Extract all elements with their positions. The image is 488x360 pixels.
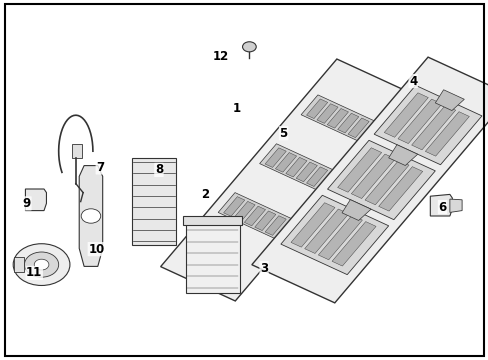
Text: 11: 11 bbox=[26, 266, 42, 279]
Text: 2: 2 bbox=[201, 188, 209, 201]
Text: 5: 5 bbox=[279, 127, 287, 140]
Polygon shape bbox=[331, 222, 375, 266]
Polygon shape bbox=[384, 93, 427, 137]
Text: 3: 3 bbox=[260, 262, 267, 275]
Polygon shape bbox=[429, 194, 451, 216]
Polygon shape bbox=[79, 166, 102, 266]
Text: 1: 1 bbox=[233, 102, 241, 114]
Polygon shape bbox=[411, 105, 455, 150]
Polygon shape bbox=[347, 118, 368, 138]
Polygon shape bbox=[161, 59, 410, 301]
Text: 10: 10 bbox=[88, 243, 104, 256]
Polygon shape bbox=[264, 216, 285, 235]
Polygon shape bbox=[244, 206, 265, 226]
Polygon shape bbox=[341, 200, 370, 220]
Polygon shape bbox=[306, 99, 327, 118]
Polygon shape bbox=[14, 257, 24, 272]
Polygon shape bbox=[318, 215, 362, 260]
Polygon shape bbox=[259, 144, 334, 190]
Text: 6: 6 bbox=[438, 201, 446, 213]
Polygon shape bbox=[301, 95, 375, 141]
Polygon shape bbox=[296, 162, 317, 182]
Polygon shape bbox=[326, 108, 348, 128]
Polygon shape bbox=[285, 157, 306, 177]
Polygon shape bbox=[183, 216, 242, 225]
Polygon shape bbox=[337, 148, 381, 192]
Polygon shape bbox=[132, 158, 176, 245]
Polygon shape bbox=[304, 209, 348, 253]
Text: 4: 4 bbox=[408, 75, 416, 87]
Text: 7: 7 bbox=[96, 161, 104, 174]
Polygon shape bbox=[378, 167, 422, 211]
Polygon shape bbox=[337, 113, 358, 133]
Circle shape bbox=[81, 209, 101, 223]
Polygon shape bbox=[72, 144, 82, 158]
Polygon shape bbox=[218, 193, 292, 239]
Polygon shape bbox=[223, 197, 244, 216]
Circle shape bbox=[242, 42, 256, 52]
Polygon shape bbox=[327, 140, 434, 220]
Polygon shape bbox=[233, 201, 255, 221]
Polygon shape bbox=[425, 112, 468, 156]
Circle shape bbox=[13, 244, 70, 285]
Polygon shape bbox=[275, 153, 296, 172]
Polygon shape bbox=[251, 57, 488, 303]
Polygon shape bbox=[280, 195, 388, 275]
Polygon shape bbox=[254, 211, 275, 230]
Polygon shape bbox=[434, 90, 464, 111]
Circle shape bbox=[24, 252, 59, 277]
Text: 8: 8 bbox=[155, 163, 163, 176]
Polygon shape bbox=[25, 189, 46, 211]
Text: 12: 12 bbox=[212, 50, 229, 63]
Polygon shape bbox=[373, 85, 481, 165]
Polygon shape bbox=[449, 199, 461, 212]
Polygon shape bbox=[397, 99, 441, 144]
Polygon shape bbox=[185, 221, 239, 293]
Circle shape bbox=[34, 259, 49, 270]
Polygon shape bbox=[316, 104, 337, 123]
Polygon shape bbox=[306, 167, 327, 186]
Polygon shape bbox=[290, 203, 334, 247]
Polygon shape bbox=[388, 145, 417, 166]
Polygon shape bbox=[264, 148, 285, 167]
Text: 9: 9 bbox=[23, 197, 31, 210]
Polygon shape bbox=[364, 160, 408, 205]
Polygon shape bbox=[350, 154, 395, 198]
